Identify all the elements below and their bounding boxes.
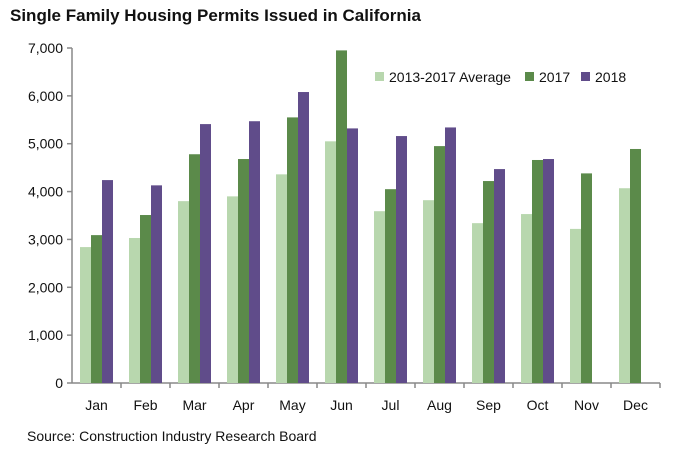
bar-2017-may — [287, 117, 298, 384]
bar-2013-2017-average-aug — [423, 200, 434, 383]
bar-2013-2017-average-jun — [325, 141, 336, 383]
bar-2018-jun — [347, 128, 358, 383]
bar-2017-apr — [238, 159, 249, 383]
bar-2013-2017-average-sep — [472, 223, 483, 383]
x-tick-label: Jul — [382, 397, 400, 413]
legend-label: 2013-2017 Average — [389, 69, 511, 85]
bar-2013-2017-average-jan — [80, 247, 91, 383]
bar-2018-mar — [200, 124, 211, 383]
y-tick-label: 3,000 — [28, 231, 63, 247]
x-tick-label: Aug — [427, 397, 452, 413]
source-note: Source: Construction Industry Research B… — [27, 428, 317, 444]
bar-2017-dec — [630, 148, 641, 383]
bar-2013-2017-average-apr — [227, 196, 238, 383]
legend-swatch — [375, 72, 384, 81]
y-tick-label: 5,000 — [28, 136, 63, 152]
x-tick-label: Nov — [574, 397, 599, 413]
bar-2017-oct — [532, 159, 543, 383]
bar-2018-aug — [445, 127, 456, 383]
y-tick-label: 4,000 — [28, 184, 63, 200]
bar-2018-may — [298, 92, 309, 384]
x-tick-label: Apr — [233, 397, 255, 413]
bar-2018-jul — [396, 136, 407, 383]
y-tick-label: 6,000 — [28, 88, 63, 104]
x-tick-label: Jun — [330, 397, 353, 413]
bar-2013-2017-average-dec — [619, 188, 630, 383]
bar-2017-nov — [581, 173, 592, 383]
x-tick-label: Mar — [182, 397, 206, 413]
bar-2018-sep — [494, 169, 505, 383]
bar-2017-feb — [140, 215, 151, 383]
chart-title: Single Family Housing Permits Issued in … — [10, 6, 421, 25]
bar-2017-mar — [189, 154, 200, 383]
bar-2013-2017-average-oct — [521, 214, 532, 383]
bar-2017-jun — [336, 50, 347, 384]
legend-label: 2017 — [539, 69, 570, 85]
bar-2013-2017-average-jul — [374, 211, 385, 383]
bar-2017-jul — [385, 189, 396, 383]
legend-swatch — [525, 72, 534, 81]
y-tick-label: 0 — [55, 375, 63, 391]
bar-2017-sep — [483, 181, 494, 383]
legend-swatch — [581, 72, 590, 81]
bar-2018-apr — [249, 121, 260, 383]
x-tick-label: Sep — [476, 397, 501, 413]
y-tick-label: 1,000 — [28, 327, 63, 343]
x-tick-label: May — [279, 397, 305, 413]
x-tick-label: Jan — [85, 397, 108, 413]
x-tick-label: Oct — [527, 397, 549, 413]
bar-2017-jan — [91, 235, 102, 383]
x-tick-label: Feb — [133, 397, 157, 413]
legend-label: 2018 — [595, 69, 626, 85]
bar-2017-aug — [434, 146, 445, 383]
bar-2018-jan — [102, 180, 113, 383]
bar-2013-2017-average-nov — [570, 228, 581, 383]
y-tick-label: 2,000 — [28, 279, 63, 295]
bar-2018-oct — [543, 159, 554, 383]
bar-2013-2017-average-feb — [129, 237, 140, 383]
x-tick-label: Dec — [623, 397, 648, 413]
bar-2013-2017-average-mar — [178, 201, 189, 383]
bar-2013-2017-average-may — [276, 174, 287, 383]
y-tick-label: 7,000 — [28, 40, 63, 56]
bar-2018-feb — [151, 185, 162, 383]
